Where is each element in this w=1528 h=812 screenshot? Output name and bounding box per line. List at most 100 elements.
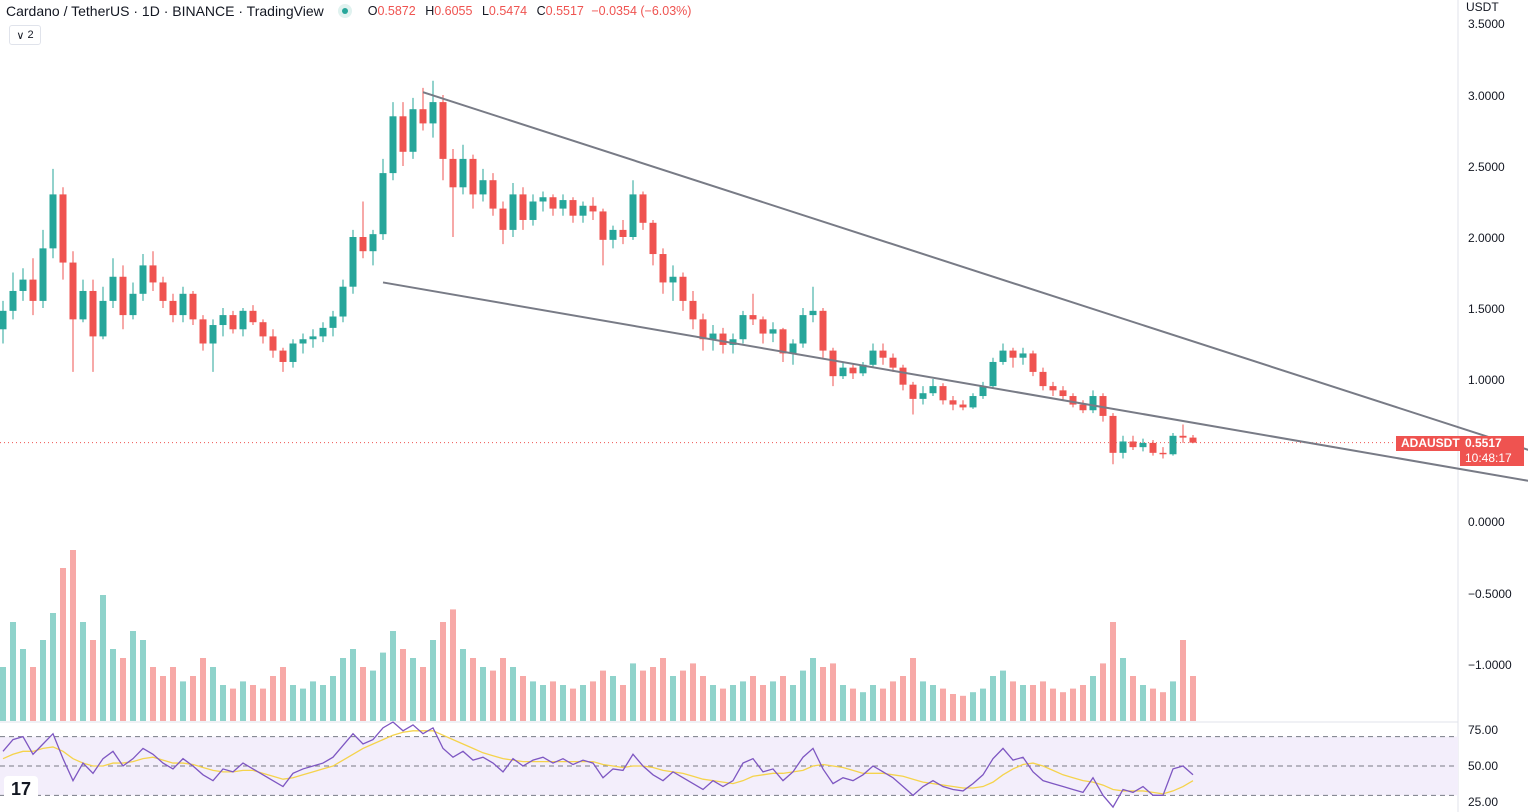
volume-bar [1160, 692, 1166, 721]
price-tick: 0.0000 [1468, 515, 1505, 529]
candle-body [109, 276, 117, 301]
volume-bar [110, 649, 116, 721]
candle-body [989, 361, 997, 387]
candle-body [369, 234, 377, 252]
candle-body [689, 300, 697, 320]
candle-body [899, 367, 907, 385]
candle-body [599, 211, 607, 240]
volume-bar [700, 676, 706, 721]
last-price-tag: 0.5517 [1460, 436, 1524, 451]
candle-body [679, 276, 687, 301]
volume-bar [340, 658, 346, 721]
candle-body [1019, 353, 1027, 358]
volume-bar [210, 667, 216, 721]
tradingview-logo-icon[interactable]: 17 [4, 776, 38, 802]
volume-bar [930, 685, 936, 721]
volume-bar [800, 670, 806, 721]
volume-bar [490, 670, 496, 721]
indicators-toggle-button[interactable]: ∨ 2 [9, 25, 41, 45]
volume-bar [630, 663, 636, 721]
volume-bar [1020, 685, 1026, 721]
volume-bar [710, 685, 716, 721]
candle-body [389, 116, 397, 174]
volume-bar [1140, 685, 1146, 721]
volume-bar [360, 667, 366, 721]
candle-body [859, 364, 867, 374]
volume-bar [1030, 685, 1036, 721]
candle-body [0, 310, 7, 330]
volume-bar [870, 685, 876, 721]
volume-bar [970, 692, 976, 721]
volume-bar [70, 550, 76, 721]
candle-body [9, 290, 17, 311]
volume-bar [850, 688, 856, 721]
candle-body [609, 229, 617, 240]
volume-bar [940, 688, 946, 721]
volume-bar [390, 631, 396, 721]
candle-body [1109, 415, 1117, 453]
candle-body [539, 197, 547, 202]
candle-body [469, 158, 477, 195]
candle-body [929, 386, 937, 394]
volume-bar [830, 663, 836, 721]
volume-bar [240, 681, 246, 721]
volume-bar [250, 685, 256, 721]
lower-trendline [382, 281, 1528, 482]
candle-body [1139, 442, 1147, 448]
candle-body [829, 350, 837, 377]
volume-bar [40, 640, 46, 721]
candle-body [339, 286, 347, 317]
candle-body [209, 325, 217, 344]
candle-body [309, 336, 317, 340]
candle-body [959, 404, 967, 408]
volume-bar [60, 568, 66, 721]
volume-bar [190, 676, 196, 721]
volume-bar [50, 613, 56, 721]
candle-body [869, 350, 877, 365]
candle-body [909, 384, 917, 399]
volume-bar [1150, 688, 1156, 721]
volume-bar [120, 658, 126, 721]
candle-body [459, 158, 467, 188]
price-tick: 3.5000 [1468, 17, 1505, 31]
candle-body [919, 393, 927, 399]
candle-body [69, 262, 77, 320]
candle-body [289, 343, 297, 362]
indicator-count: 2 [27, 29, 34, 41]
currency-label: USDT [1466, 0, 1499, 14]
volume-bar [220, 685, 226, 721]
volume-bar [750, 676, 756, 721]
volume-bar [730, 685, 736, 721]
candle-body [489, 180, 497, 209]
rsi-tick: 25.00 [1468, 795, 1499, 809]
candle-body [429, 102, 437, 124]
volume-bar [300, 688, 306, 721]
symbol-title[interactable]: Cardano / TetherUS · 1D · BINANCE · Trad… [6, 3, 324, 19]
volume-bar [170, 667, 176, 721]
price-tick: −0.5000 [1468, 587, 1512, 601]
price-tick: 1.0000 [1468, 373, 1505, 387]
volume-bar [540, 685, 546, 721]
candle-body [449, 158, 457, 188]
candle-body [739, 315, 747, 340]
candle-body [1169, 435, 1177, 455]
volume-bar [130, 631, 136, 721]
volume-bar [260, 688, 266, 721]
volume-bar [1120, 658, 1126, 721]
candle-body [619, 229, 627, 237]
volume-bar [160, 676, 166, 721]
volume-bar [460, 649, 466, 721]
candle-body [789, 343, 797, 354]
volume-bar [550, 681, 556, 721]
volume-bar [670, 676, 676, 721]
candle-body [119, 276, 127, 316]
volume-bar [0, 667, 6, 721]
low-value: 0.5474 [488, 4, 528, 18]
volume-bar [10, 622, 16, 721]
volume-bar [200, 658, 206, 721]
volume-bar [620, 685, 626, 721]
candle-body [359, 237, 367, 252]
volume-bar [140, 640, 146, 721]
